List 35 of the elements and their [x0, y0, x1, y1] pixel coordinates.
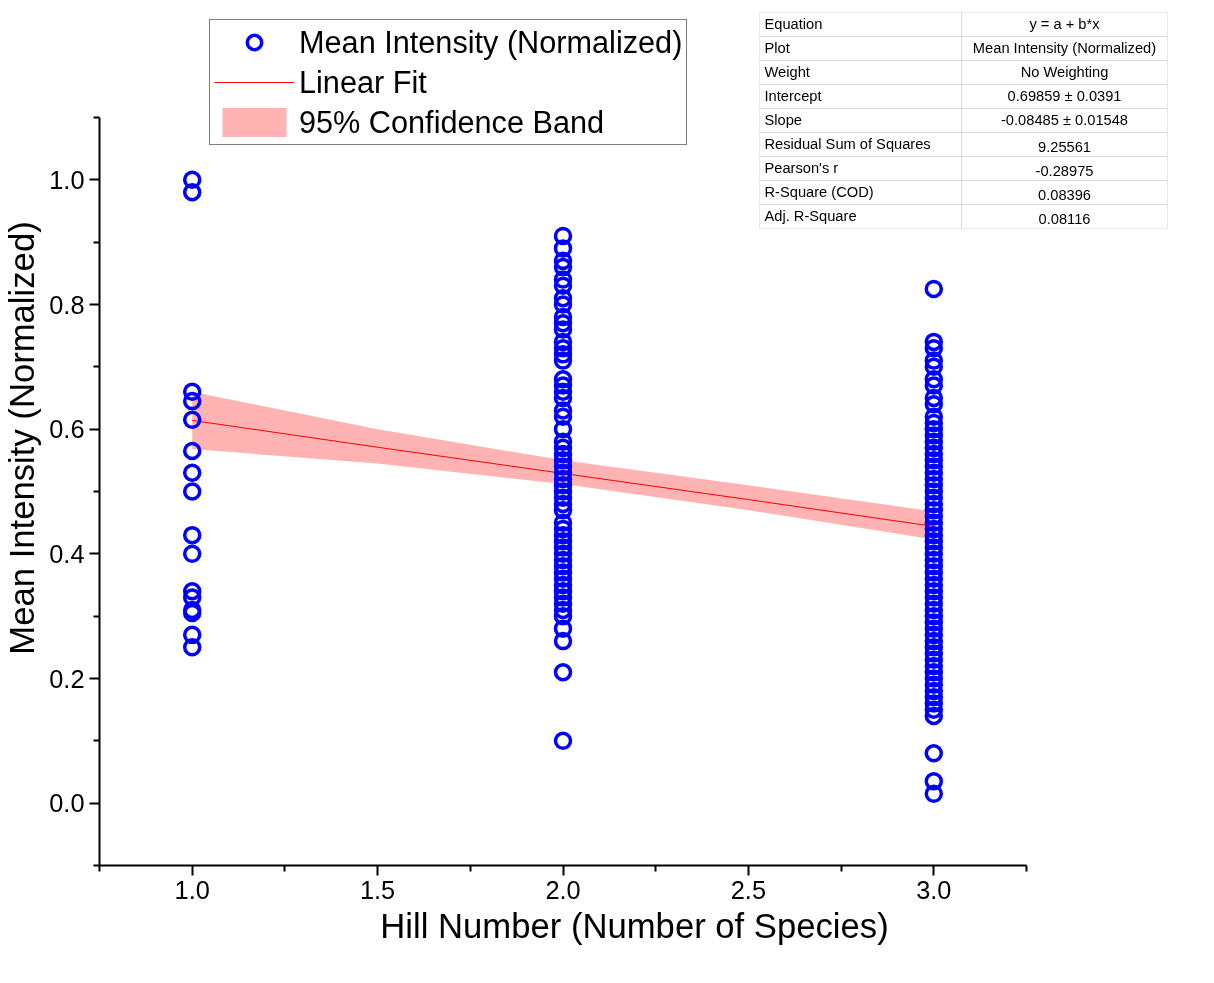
annotation: Slope	[764, 111, 802, 128]
text: -0.28975	[1035, 162, 1094, 179]
legend-label: Mean Intensity (Normalized)	[299, 24, 683, 60]
y-tick-label: 0.6	[49, 415, 85, 444]
x-axis-title: Hill Number (Number of Species)	[380, 906, 889, 945]
text: 9.25561	[1038, 138, 1091, 155]
text: y = a + b*x	[1029, 15, 1101, 32]
text: Equation	[764, 15, 823, 32]
text: Plot	[764, 39, 790, 56]
y-tick-label: 0.0	[49, 789, 85, 818]
annotation: R-Square (COD)	[764, 183, 874, 200]
text: 0.08396	[1038, 186, 1091, 203]
annotation: -0.08485 ± 0.01548	[1000, 111, 1129, 128]
y-tick-label: 0.2	[49, 664, 85, 693]
legend-label: Linear Fit	[299, 64, 427, 100]
x-tick-label: 1.0	[174, 875, 210, 904]
x-tick-label: 2.0	[545, 875, 581, 904]
annotation: Pearson's r	[764, 159, 839, 176]
annotation: Residual Sum of Squares	[764, 135, 931, 152]
y-tick-label: 0.4	[49, 539, 85, 568]
y-tick-label: 0.8	[49, 290, 85, 319]
y-axis-title: Mean Intensity (Normalized)	[3, 221, 42, 655]
text: No Weighting	[1020, 63, 1109, 80]
text: Mean Intensity (Normalized)	[972, 39, 1157, 56]
line-series	[191, 419, 935, 527]
text: 0.08116	[1038, 210, 1091, 227]
x-tick-label: 1.5	[360, 875, 396, 904]
text: Intercept	[764, 87, 822, 104]
text: Weight	[764, 63, 810, 80]
annotation: Adj. R-Square	[764, 207, 857, 224]
legend-label: 95% Confidence Band	[299, 104, 605, 140]
text: 0.69859 ± 0.0391	[1007, 87, 1122, 104]
y-tick-label: 1.0	[49, 165, 85, 194]
x-tick-label: 2.5	[730, 875, 767, 904]
x-tick-label: 3.0	[916, 875, 952, 904]
